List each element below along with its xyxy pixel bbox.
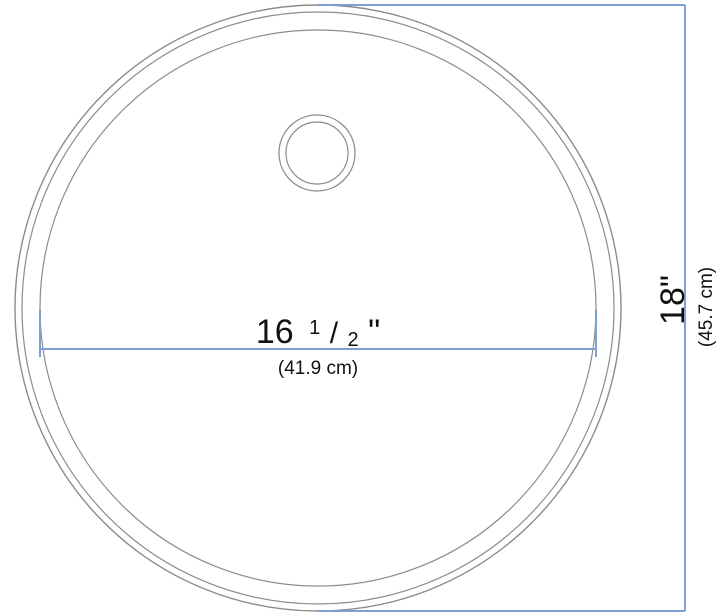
width-fraction-numerator: 1 xyxy=(309,317,320,339)
height-dimension-label: 18" xyxy=(654,275,692,325)
drain-outer-ring xyxy=(278,114,356,192)
height-metric-label: (45.7 cm) xyxy=(696,267,717,347)
sink-outer-rim xyxy=(14,4,622,612)
width-whole: 16 xyxy=(256,313,294,351)
sink-rim-edge xyxy=(21,11,615,605)
width-dimension-label: 16 1 / 2 " xyxy=(256,304,380,354)
width-fraction-denominator: 2 xyxy=(348,329,359,351)
width-fraction-slash: / xyxy=(330,317,339,350)
width-inch-mark: " xyxy=(368,313,380,351)
drain-inner-ring xyxy=(285,121,349,185)
sink-bowl-outline xyxy=(39,29,597,587)
width-metric-label: (41.9 cm) xyxy=(278,358,358,379)
